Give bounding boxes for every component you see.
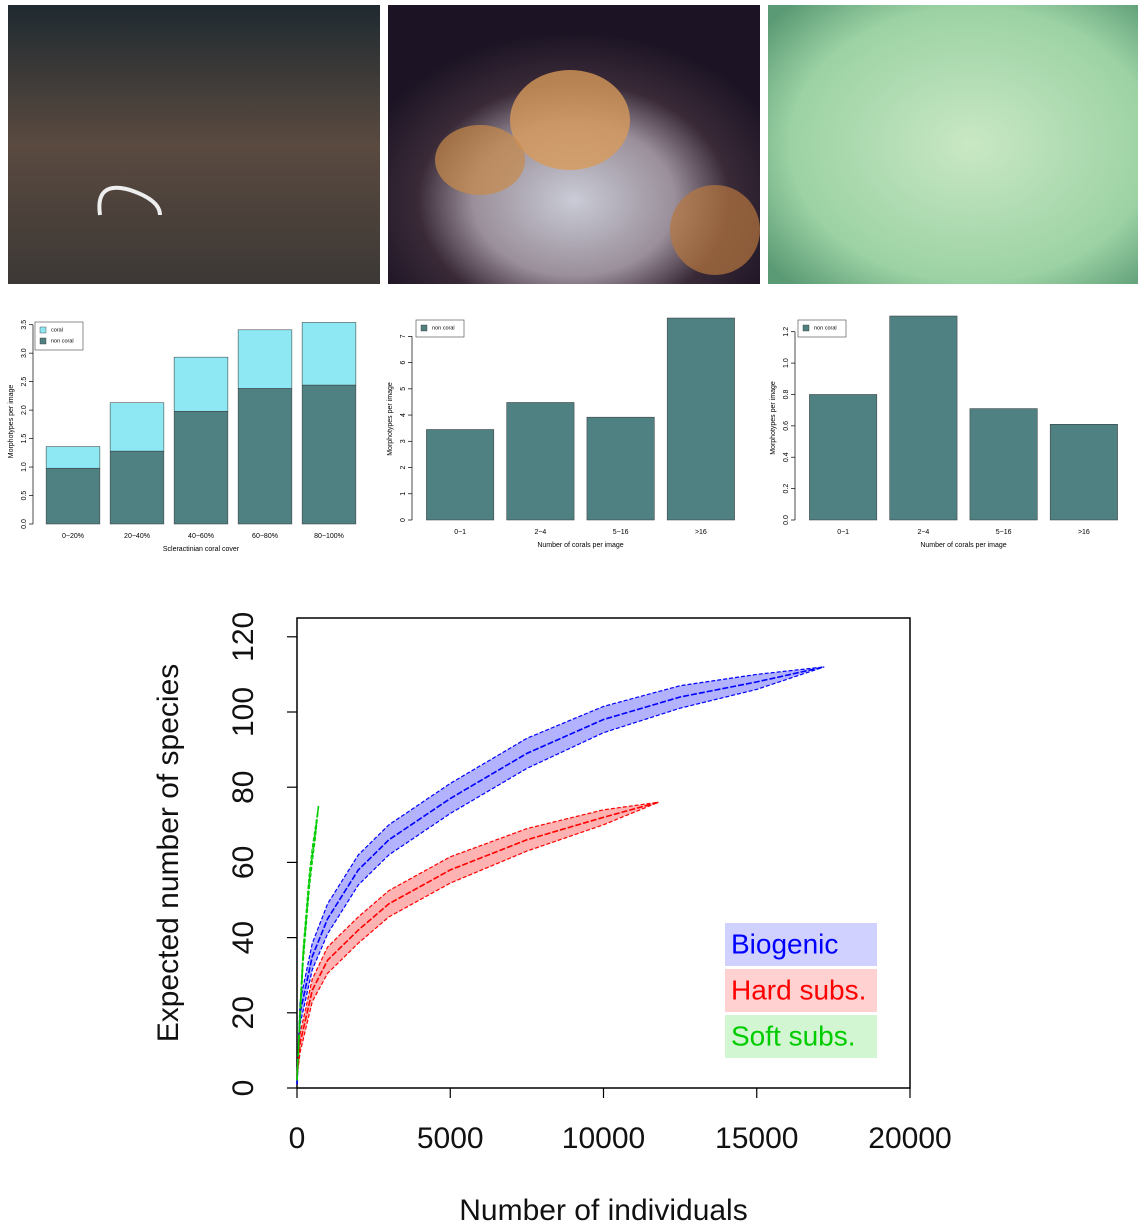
photo-biogenic bbox=[8, 5, 380, 284]
x-tick-label: 5−16 bbox=[613, 529, 629, 536]
y-tick-label: 1.2 bbox=[783, 327, 790, 337]
y-tick-label: 0.6 bbox=[783, 421, 790, 431]
x-tick-label: >16 bbox=[1078, 529, 1090, 536]
y-tick-label: 1.0 bbox=[783, 358, 790, 368]
bar bbox=[174, 357, 228, 411]
legend-label: non coral bbox=[432, 325, 455, 331]
x-tick-label: 40−60% bbox=[188, 533, 214, 540]
legend-swatch bbox=[40, 338, 46, 344]
x-tick-label: 2−4 bbox=[534, 529, 546, 536]
bar bbox=[238, 330, 292, 389]
legend-box bbox=[35, 322, 83, 350]
y-axis-label: Morphotypes per image bbox=[770, 381, 777, 455]
y-tick-label: 4 bbox=[400, 413, 407, 417]
bar bbox=[110, 451, 164, 524]
legend-label: coral bbox=[51, 327, 63, 333]
y-tick-label: 3.5 bbox=[21, 320, 28, 330]
y-tick-label: 0.5 bbox=[21, 491, 28, 501]
legend-label: non coral bbox=[814, 325, 837, 331]
y-tick-label: 0 bbox=[227, 1080, 260, 1097]
y-tick-label: 100 bbox=[227, 687, 260, 737]
bar bbox=[302, 322, 356, 385]
y-tick-label: 2.0 bbox=[21, 405, 28, 415]
x-tick-label: 0−1 bbox=[837, 529, 849, 536]
bar bbox=[809, 394, 876, 520]
y-tick-label: 3 bbox=[400, 439, 407, 443]
x-tick-label: 60−80% bbox=[252, 533, 278, 540]
y-tick-label: 1.0 bbox=[21, 462, 28, 472]
bar bbox=[507, 402, 574, 520]
bar bbox=[46, 447, 100, 469]
legend-swatch bbox=[40, 327, 46, 333]
y-tick-label: 0.4 bbox=[783, 452, 790, 462]
bar bbox=[426, 429, 493, 520]
x-tick-label: 20−40% bbox=[124, 533, 150, 540]
bar bbox=[110, 403, 164, 451]
legend-swatch bbox=[421, 325, 427, 331]
x-axis-label: Number of corals per image bbox=[537, 542, 623, 549]
y-tick-label: 5 bbox=[400, 387, 407, 391]
x-tick-label: 5−16 bbox=[996, 529, 1012, 536]
legend-swatch bbox=[803, 325, 809, 331]
y-tick-label: 60 bbox=[227, 846, 260, 879]
photo-detail bbox=[510, 70, 630, 170]
x-tick-label: 0−1 bbox=[454, 529, 466, 536]
figure: 0.0 0.5 1.0 1.5 2.0 2.5 3.0 3.5 0−20% 20−40% 40−60… bbox=[0, 0, 1138, 1226]
x-axis-label: Number of individuals bbox=[459, 1194, 747, 1226]
y-tick-label: 0.0 bbox=[21, 519, 28, 529]
bar bbox=[1050, 424, 1117, 520]
y-tick-label: 80 bbox=[227, 771, 260, 804]
y-tick-label: 1 bbox=[400, 492, 407, 496]
bar bbox=[970, 409, 1037, 520]
x-tick-label: 5000 bbox=[417, 1122, 484, 1155]
y-tick-label: 2 bbox=[400, 465, 407, 469]
photo-detail bbox=[670, 185, 760, 275]
x-tick-label: 15000 bbox=[715, 1122, 798, 1155]
x-tick-label: 0−20% bbox=[62, 533, 84, 540]
legend-label: Hard subs. bbox=[731, 974, 866, 1005]
x-tick-label: 20000 bbox=[868, 1122, 951, 1155]
y-tick-label: 1.5 bbox=[21, 434, 28, 444]
bar bbox=[587, 417, 654, 520]
y-tick-label: 6 bbox=[400, 361, 407, 365]
y-axis-label: Expected number of species bbox=[152, 664, 185, 1043]
y-tick-label: 3.0 bbox=[21, 348, 28, 358]
confidence-band bbox=[297, 802, 659, 1076]
y-tick-label: 20 bbox=[227, 996, 260, 1029]
y-axis-label: Morphotypes per image bbox=[8, 385, 15, 459]
x-tick-label: 80−100% bbox=[314, 533, 344, 540]
x-axis-label: Scleractinian coral cover bbox=[163, 546, 240, 553]
y-tick-label: 0.8 bbox=[783, 389, 790, 399]
photo-soft-substrate bbox=[768, 5, 1138, 284]
y-tick-label: 0.2 bbox=[783, 484, 790, 494]
legend-label: Biogenic bbox=[731, 928, 838, 959]
y-tick-label: 2.5 bbox=[21, 377, 28, 387]
bar bbox=[238, 388, 292, 524]
x-tick-label: 2−4 bbox=[917, 529, 929, 536]
y-tick-label: 0 bbox=[400, 518, 407, 522]
y-tick-label: 7 bbox=[400, 334, 407, 338]
bar bbox=[174, 411, 228, 524]
photo-detail bbox=[435, 125, 525, 195]
y-axis-label: Morphotypes per image bbox=[387, 382, 394, 456]
bar bbox=[667, 318, 734, 520]
legend-label: non coral bbox=[51, 338, 74, 344]
x-tick-label: 0 bbox=[289, 1122, 306, 1155]
bar bbox=[46, 468, 100, 524]
x-tick-label: >16 bbox=[695, 529, 707, 536]
y-tick-label: 40 bbox=[227, 921, 260, 954]
bar bbox=[302, 385, 356, 524]
bar bbox=[890, 316, 957, 520]
legend-label: Soft subs. bbox=[731, 1020, 856, 1051]
x-axis-label: Number of corals per image bbox=[920, 542, 1006, 549]
y-tick-label: 0.0 bbox=[783, 515, 790, 525]
y-tick-label: 120 bbox=[227, 612, 260, 662]
x-tick-label: 10000 bbox=[562, 1122, 645, 1155]
